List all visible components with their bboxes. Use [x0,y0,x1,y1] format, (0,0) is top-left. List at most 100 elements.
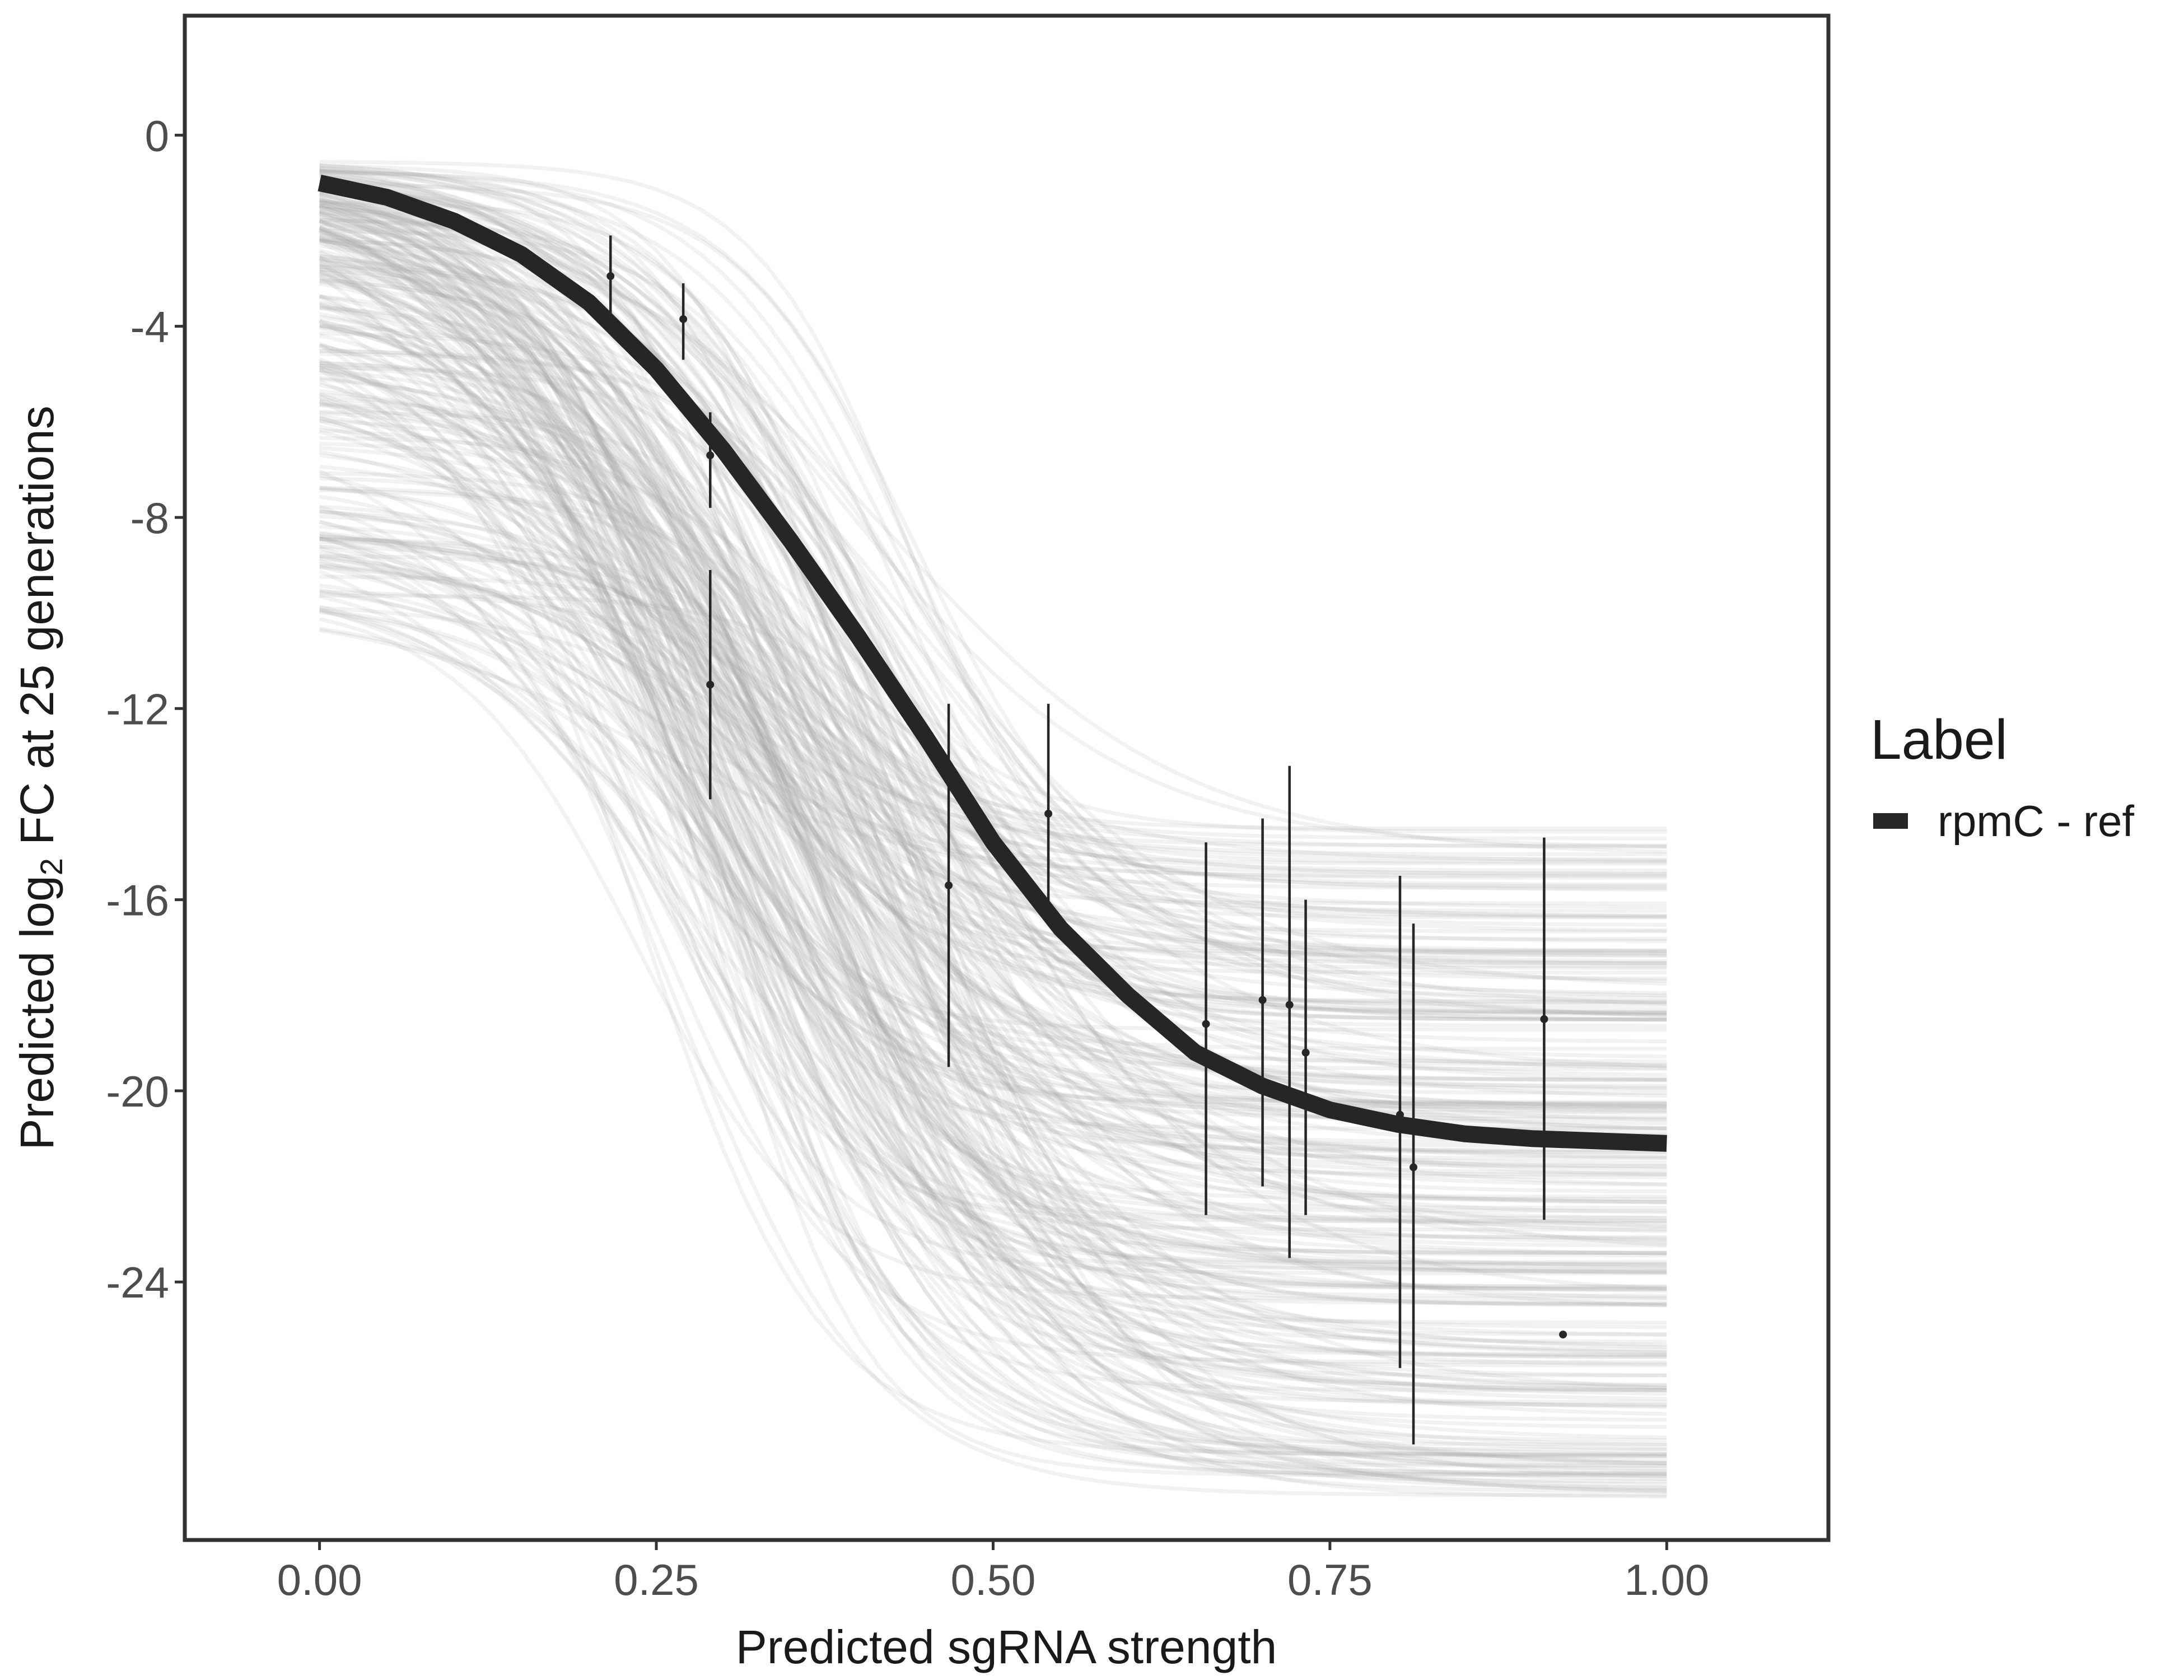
posterior-sample-curve [319,306,1667,1447]
posterior-sample-curve [319,379,1667,1459]
y-axis-title-prefix: Predicted log [11,875,63,1150]
posterior-sample-curve [319,160,1667,941]
data-point [706,570,715,800]
posterior-sample-curve [319,164,1667,1199]
posterior-sample-curve [319,324,1667,981]
posterior-sample-curve [319,267,1667,934]
legend-key-rpmc-ref [1873,813,1908,829]
posterior-sample-curve [319,185,1667,1256]
posterior-sample-curve [319,306,1667,1244]
posterior-sample-curve [319,264,1667,1366]
posterior-sample-curve [319,182,1667,958]
posterior-sample-curve [319,312,1667,1337]
posterior-sample-curve [319,219,1667,887]
posterior-sample-curve [319,204,1667,958]
posterior-sample-curve [319,344,1667,1082]
posterior-sample-curve [319,169,1667,965]
posterior-sample-curve [319,204,1667,1145]
posterior-sample-curve [319,214,1667,1220]
posterior-sample-curve [319,277,1667,1006]
posterior-sample-curve [319,514,1667,1378]
posterior-sample-curve [319,627,1667,1293]
data-point [706,412,715,508]
posterior-sample-curve [319,494,1667,1071]
posterior-sample-curve [319,295,1667,1477]
data-point [1044,703,1053,924]
posterior-sample-curve [319,430,1667,1466]
posterior-sample-curve [319,361,1667,954]
posterior-sample-curve [319,169,1667,1113]
posterior-sample-curve [319,214,1667,1476]
point-marker [679,315,688,323]
posterior-sample-curve [319,544,1667,1081]
posterior-sample-curve [319,294,1667,1325]
posterior-sample-curve [319,272,1667,1266]
posterior-sample-curve [319,610,1667,1258]
posterior-sample-curve [319,169,1667,1205]
posterior-sample-curve [318,263,1667,1011]
point-marker [1044,809,1053,818]
posterior-sample-curve [319,549,1667,1440]
posterior-sample-curve [319,218,1667,1393]
posterior-sample-curve [319,561,1667,1466]
posterior-sample-curve [319,236,1667,1452]
posterior-sample-curve [319,174,1667,849]
y-axis-title-suffix: FC at 25 generations [11,405,63,858]
posterior-sample-curve [319,402,1667,1392]
posterior-sample-curve [319,204,1667,1155]
x-tick-label: 0.25 [614,1555,699,1604]
posterior-sample-curve [319,416,1667,1276]
posterior-sample-curve [319,200,1667,1215]
posterior-sample-curve [319,453,1667,1187]
posterior-sample-curve [319,609,1667,1115]
point-marker [1258,996,1267,1004]
posterior-sample-curve [319,164,1667,1404]
posterior-sample-curves [318,160,1667,1499]
posterior-sample-curve [319,250,1667,1160]
posterior-sample-curve [319,305,1667,1291]
data-point [1301,899,1310,1215]
posterior-sample-curve [319,363,1667,1239]
posterior-sample-curve [319,185,1667,1081]
posterior-sample-curve [319,226,1667,1494]
posterior-sample-curve [319,389,1667,1289]
posterior-sample-curve [319,554,1667,920]
posterior-sample-curve [319,536,1667,1378]
posterior-sample-curve [319,218,1667,1307]
point-marker [1540,1015,1548,1023]
posterior-sample-curve [319,181,1667,1210]
posterior-sample-curve [319,399,1667,1387]
posterior-sample-curve [319,293,1667,1471]
posterior-sample-curve [319,343,1667,1107]
x-tick-label: 0.00 [277,1555,362,1604]
fit-curve-layer [318,175,1667,1152]
posterior-sample-curve [319,416,1667,1090]
posterior-sample-curve [319,368,1667,877]
posterior-sample-curve [319,544,1667,956]
posterior-sample-curve [319,166,1667,1243]
posterior-sample-curve [319,179,1667,1479]
posterior-sample-curve [319,341,1667,1063]
posterior-sample-curve [319,208,1667,1204]
posterior-sample-curve [319,168,1667,1224]
posterior-sample-curve [319,264,1667,1499]
posterior-sample-curve [319,509,1667,1067]
posterior-sample-curve [319,606,1667,1109]
point-marker [706,680,715,689]
posterior-sample-curve [319,203,1667,1337]
legend-label-rpmc-ref: rpmC - ref [1938,796,2134,846]
posterior-sample-curve [319,170,1667,927]
y-tick-label: -8 [130,493,169,543]
fit-curve-rpmc-ref [318,175,1667,1152]
data-points-layer [606,235,1567,1445]
posterior-sample-curve [319,172,1667,997]
x-axis: 0.00 0.25 0.50 0.75 1.00 [277,1540,1709,1604]
posterior-sample-curve [319,424,1667,890]
posterior-sample-curve [319,363,1667,1390]
posterior-sample-curve [319,473,1667,1223]
posterior-sample-curve [319,199,1667,863]
posterior-sample-curve [319,300,1667,1169]
data-point [945,703,953,1067]
